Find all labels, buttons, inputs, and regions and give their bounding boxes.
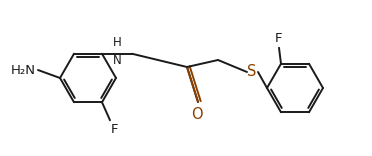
Text: H: H	[113, 36, 121, 49]
Text: F: F	[275, 32, 283, 45]
Text: N: N	[113, 54, 121, 67]
Text: H₂N: H₂N	[11, 63, 36, 76]
Text: S: S	[247, 64, 257, 80]
Text: F: F	[111, 123, 119, 136]
Text: O: O	[191, 107, 203, 122]
